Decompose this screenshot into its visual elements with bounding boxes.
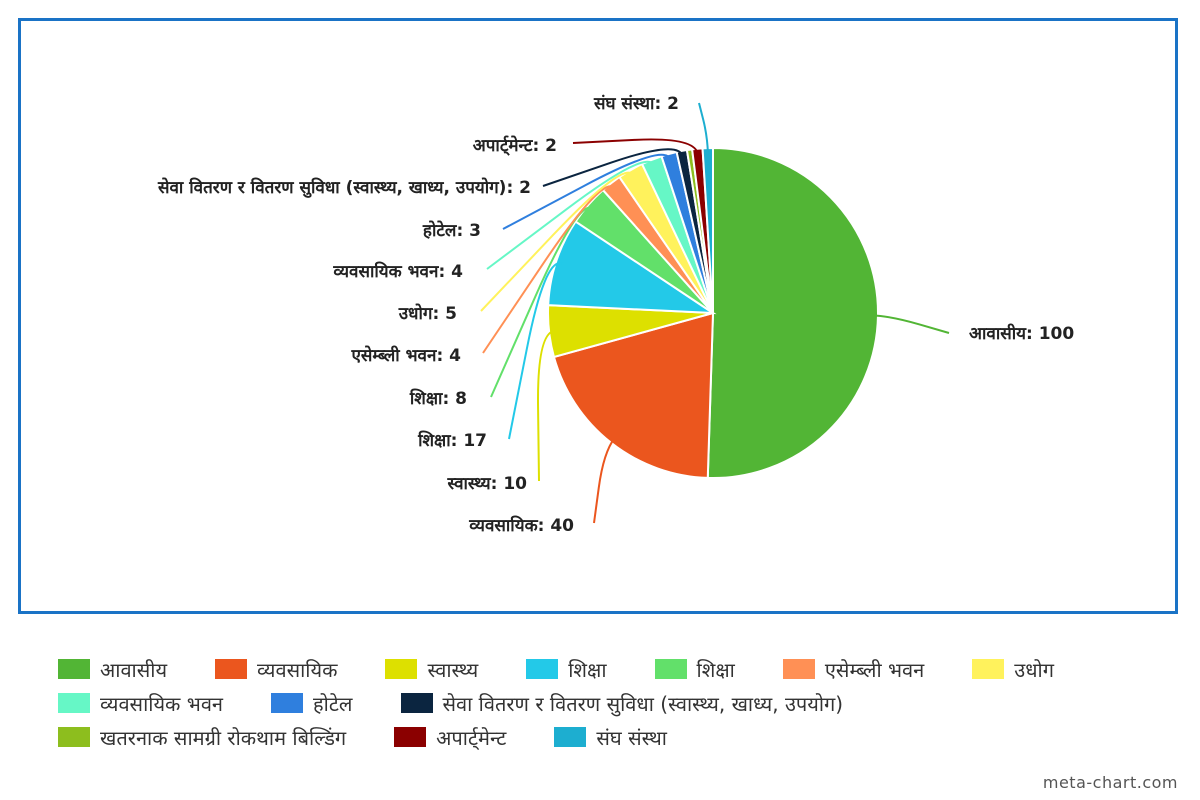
legend-label: आवासीय: [100, 657, 168, 682]
slice-label: स्वास्थ्य: 10: [446, 474, 527, 494]
watermark: meta-chart.com: [1042, 773, 1178, 792]
leader-line: [593, 437, 616, 524]
leader-line: [502, 153, 672, 230]
leader-line: [698, 102, 709, 155]
legend-item[interactable]: व्यवसायिक भवन: [58, 690, 223, 717]
legend-item[interactable]: उधोग: [972, 656, 1054, 683]
legend-item[interactable]: शिक्षा: [526, 656, 607, 683]
slice-label: होटेल: 3: [422, 220, 481, 241]
leader-line: [537, 329, 556, 482]
legend-label: व्यवसायिक: [257, 657, 338, 682]
legend-item[interactable]: अपार्ट्मेन्ट: [394, 724, 506, 751]
legend-label: होटेल: [313, 691, 353, 716]
legend-swatch: [972, 659, 1005, 679]
pie-slice[interactable]: [547, 220, 717, 315]
leader-line: [508, 262, 563, 440]
legend-swatch: [58, 693, 90, 713]
slice-label: संघ संस्था: 2: [593, 94, 679, 114]
leader-line: [482, 185, 616, 354]
slice-label: व्यवसायिक: 40: [468, 515, 574, 536]
leader-lines: [480, 102, 950, 524]
slice-label: व्यवसायिक भवन: 4: [332, 261, 463, 282]
legend-item[interactable]: खतरनाक सामग्री रोकथाम बिल्डिंग: [58, 724, 346, 751]
legend-item[interactable]: सेवा वितरण र वितरण सुविधा (स्वास्थ्य, खा…: [400, 690, 844, 717]
legend-swatch: [554, 727, 587, 747]
legend-row: व्यवसायिक भवन होटेल सेवा वितरण र वितरण सुव…: [58, 686, 1168, 720]
legend-item[interactable]: होटेल: [271, 690, 353, 717]
legend-swatch: [271, 693, 304, 713]
leader-line: [486, 160, 655, 270]
legend-swatch: [654, 659, 687, 679]
slice-label: अपार्ट्मेन्ट: 2: [473, 135, 557, 156]
slice-label: एसेम्ब्ली भवन: 4: [350, 345, 461, 366]
legend-swatch: [215, 659, 248, 679]
slice-label: उधोग: 5: [398, 303, 457, 324]
legend-label: सेवा वितरण र वितरण सुविधा (स्वास्थ्य, खा…: [442, 691, 844, 716]
legend-label: शिक्षा: [568, 657, 607, 682]
chart-frame: आवासीय: 100 व्यवसायिक: 40 स्वास्थ्य: 10 शिक…: [18, 18, 1178, 614]
legend-label: संघ संस्था: [596, 725, 667, 750]
leader-line: [871, 314, 950, 334]
pie-slice[interactable]: [706, 146, 879, 479]
pie-slices: [547, 146, 879, 479]
leader-line: [480, 171, 635, 312]
legend-swatch: [394, 727, 427, 747]
legend-row: आवासीय व्यवसायिक स्वास्थ्य शिक्षा शिक्षा एसेम…: [58, 652, 1168, 686]
legend-item[interactable]: व्यवसायिक: [215, 656, 337, 683]
legend-item[interactable]: आवासीय: [58, 656, 167, 683]
legend-label: स्वास्थ्य: [427, 657, 479, 682]
legend-item[interactable]: स्वास्थ्य: [385, 656, 478, 683]
legend-swatch: [385, 659, 418, 679]
legend-item[interactable]: संघ संस्था: [554, 724, 667, 751]
legend-item[interactable]: शिक्षा: [654, 656, 735, 683]
legend-swatch: [526, 659, 559, 679]
legend-label: व्यवसायिक भवन: [100, 691, 224, 716]
legend-swatch: [400, 693, 433, 713]
leader-line: [572, 138, 699, 155]
legend-label: खतरनाक सामग्री रोकथाम बिल्डिंग: [100, 725, 347, 750]
legend-swatch: [782, 659, 815, 679]
legend-row: खतरनाक सामग्री रोकथाम बिल्डिंग अपार्ट्मेन…: [58, 720, 1168, 754]
legend-label: शिक्षा: [696, 657, 735, 682]
leader-line: [542, 148, 684, 187]
slice-label: शिक्षा: 17: [417, 430, 487, 451]
pie-chart: आवासीय: 100 व्यवसायिक: 40 स्वास्थ्य: 10 शिक…: [157, 94, 1074, 536]
legend: आवासीय व्यवसायिक स्वास्थ्य शिक्षा शिक्षा एसेम…: [58, 652, 1168, 754]
legend-swatch: [58, 659, 90, 679]
legend-label: अपार्ट्मेन्ट: [436, 725, 507, 750]
legend-item[interactable]: एसेम्ब्ली भवन: [782, 656, 925, 683]
legend-label: एसेम्ब्ली भवन: [824, 657, 925, 682]
slice-label: सेवा वितरण र वितरण सुविधा (स्वास्थ्य, खा…: [157, 177, 531, 198]
slice-label: शिक्षा: 8: [409, 388, 467, 409]
legend-swatch: [58, 727, 90, 747]
slice-label: आवासीय: 100: [969, 323, 1074, 344]
legend-label: उधोग: [1014, 657, 1054, 682]
